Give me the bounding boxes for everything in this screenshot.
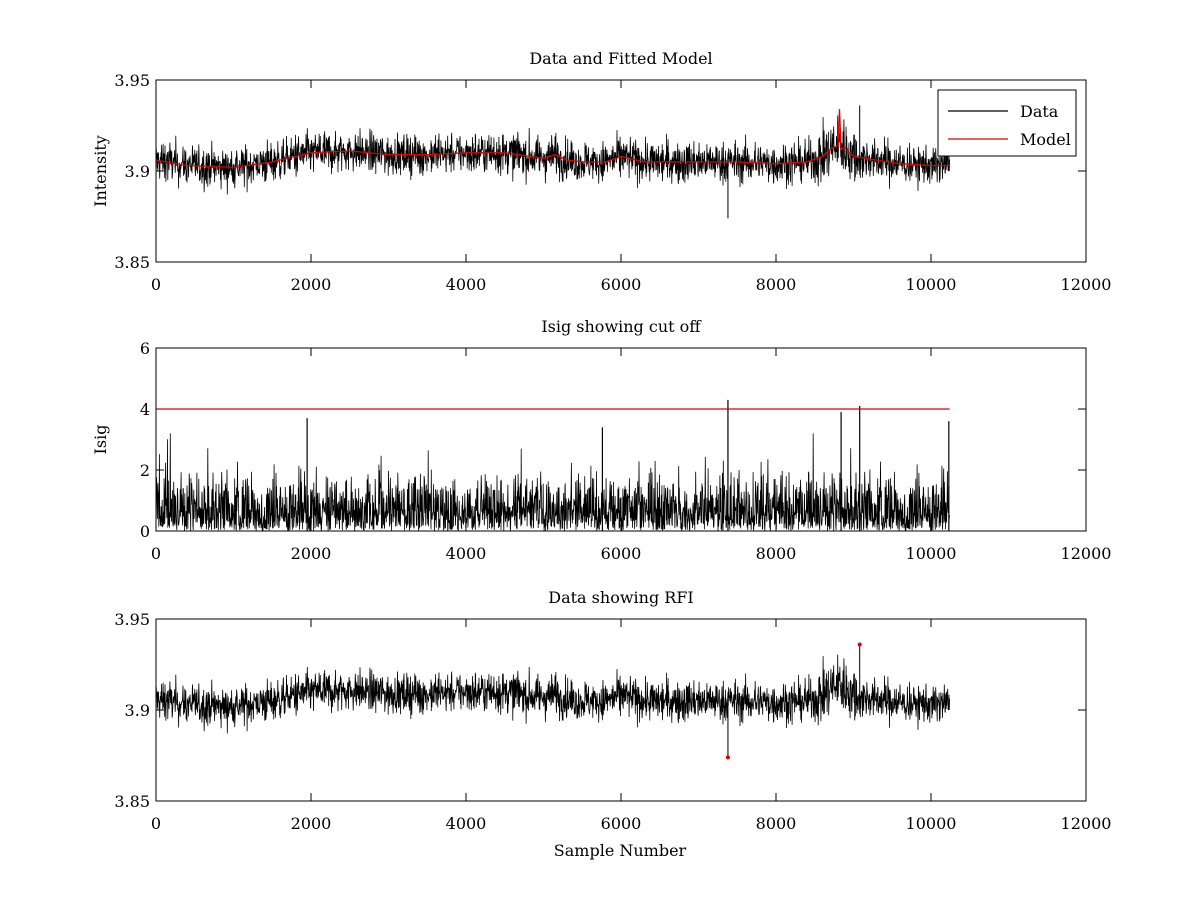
plot-area: [156, 105, 950, 219]
y-tick-label: 3.95: [114, 71, 150, 90]
legend-label-data: Data: [1020, 102, 1059, 121]
x-tick-label: 2000: [291, 275, 332, 294]
y-tick-label: 3.85: [114, 253, 150, 272]
axes-box: [155, 618, 1087, 802]
y-axis-label: Isig: [91, 425, 110, 455]
x-tick-label: 12000: [1061, 275, 1112, 294]
panel-title: Data and Fitted Model: [529, 49, 712, 68]
y-tick-label: 3.85: [114, 792, 150, 811]
x-tick-label: 6000: [601, 814, 642, 833]
x-tick-label: 0: [151, 814, 161, 833]
y-tick-label: 3.95: [114, 610, 150, 629]
panel-title: Data showing RFI: [548, 588, 693, 607]
x-tick-label: 8000: [756, 814, 797, 833]
y-tick-label: 4: [140, 400, 150, 419]
x-tick-label: 6000: [601, 275, 642, 294]
panel-2: Isig showing cut off Isig 0 2000 4000 6000 800…: [91, 317, 1111, 563]
x-tick-label: 0: [151, 544, 161, 563]
x-tick-label: 10000: [906, 544, 957, 563]
series-isig: [156, 433, 950, 531]
series-rfi-marker: [725, 755, 730, 760]
series-rfi-marker: [857, 642, 862, 647]
legend: Data Model: [937, 89, 1077, 157]
x-tick-label: 4000: [446, 275, 487, 294]
series-model: [156, 109, 950, 169]
y-tick-label: 2: [140, 461, 150, 480]
panel-3: Data showing RFI 0 2000 4000 6000 8000 10000 12…: [114, 588, 1111, 833]
series-data: [156, 115, 950, 195]
plot-area: [156, 642, 950, 760]
x-tick-label: 4000: [446, 814, 487, 833]
panel-title: Isig showing cut off: [541, 317, 702, 336]
y-tick-label: 6: [140, 339, 150, 358]
x-tick-label: 2000: [291, 814, 332, 833]
panel-1: Data and Fitted Model Intensity 0 2000 4000 6…: [91, 49, 1111, 294]
x-tick-label: 0: [151, 275, 161, 294]
series-data: [156, 654, 950, 734]
x-tick-label: 10000: [906, 814, 957, 833]
legend-label-model: Model: [1020, 130, 1071, 149]
plot-area: [156, 399, 950, 531]
axes-box: [155, 79, 1087, 263]
x-tick-label: 2000: [291, 544, 332, 563]
legend-box: [937, 89, 1077, 157]
x-tick-label: 8000: [756, 544, 797, 563]
x-tick-label: 12000: [1061, 814, 1112, 833]
x-tick-label: 10000: [906, 275, 957, 294]
figure-x-axis-label: Sample Number: [554, 841, 687, 860]
x-tick-label: 4000: [446, 544, 487, 563]
y-tick-label: 3.9: [125, 701, 150, 720]
x-tick-label: 12000: [1061, 544, 1112, 563]
x-tick-label: 6000: [601, 544, 642, 563]
x-tick-label: 8000: [756, 275, 797, 294]
y-tick-label: 3.9: [125, 162, 150, 181]
axes-box: [155, 347, 1087, 532]
y-tick-label: 0: [140, 522, 150, 541]
y-axis-label: Intensity: [91, 135, 110, 207]
